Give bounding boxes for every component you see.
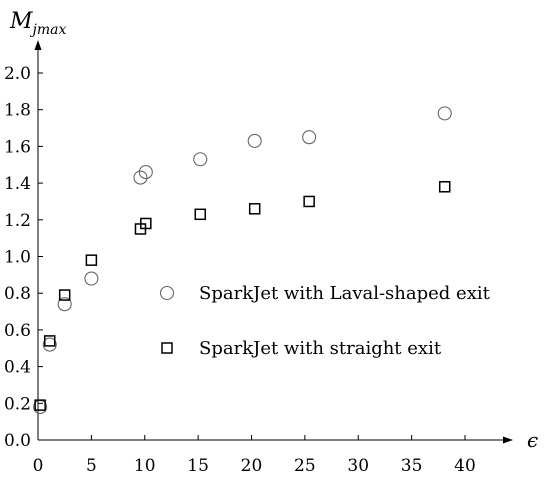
y-axis-arrow [34,40,42,50]
circle-marker [437,106,452,121]
y-tick-label: 0.4 [4,358,31,378]
square-marker [438,181,451,193]
circle-marker [302,130,317,145]
circle-marker [133,170,148,185]
x-tick-label: 15 [187,456,209,476]
square-marker [303,195,315,208]
legend-label-laval: SparkJet with Laval-shaped exit [199,283,491,304]
y-tick-label: 0.0 [4,431,31,451]
square-marker [194,208,207,221]
y-tick-label: 1.0 [4,248,31,268]
legend-label-straight: SparkJet with straight exit [199,338,442,359]
x-axis-arrow [503,436,513,444]
axes [34,40,513,444]
y-tick-label: 0.8 [4,284,31,304]
x-tick-label: 35 [401,456,423,476]
x-tick-label: 30 [347,456,369,476]
ticks [37,72,466,441]
tick-labels: 0 5 10 15 20 25 30 35 40 0.0 0.2 0.4 0.6 0.8 1.0 1.2 1.4… [4,64,476,476]
circle-marker [42,337,57,352]
circle-marker [57,297,72,312]
x-tick-label: 40 [454,456,476,476]
legend: SparkJet with Laval-shaped exit SparkJet… [159,283,491,359]
square-marker [58,289,71,301]
data-markers [33,106,452,415]
y-tick-label: 1.6 [4,137,31,157]
x-tick-label: 5 [86,456,97,476]
y-tick-label: 0.2 [4,394,31,414]
circle-marker [247,133,262,148]
x-tick-label: 20 [241,456,263,476]
square-marker [43,335,56,347]
square-marker [248,203,261,215]
y-tick-label: 0.6 [4,321,31,341]
series-1 [34,181,451,411]
square-marker [85,254,98,266]
x-tick-label: 0 [33,456,44,476]
circle-marker [84,271,99,286]
y-axis-title-sub: jmax [30,22,67,38]
y-tick-label: 1.2 [4,211,31,231]
y-axis-title-main: M [9,9,33,34]
circle-marker [138,165,153,180]
y-axis-title: Mjmax [9,9,66,38]
square-marker [140,217,152,230]
square-marker [34,399,46,411]
circle-marker [193,152,208,167]
y-tick-label: 1.4 [4,174,31,194]
x-axis-title: ϵ [527,428,538,452]
x-tick-label: 25 [294,456,316,476]
legend-square-marker [161,342,173,354]
legend-circle-marker [159,285,175,301]
y-tick-label: 2.0 [4,64,31,84]
y-tick-label: 1.8 [4,101,31,121]
x-tick-label: 10 [134,456,156,476]
